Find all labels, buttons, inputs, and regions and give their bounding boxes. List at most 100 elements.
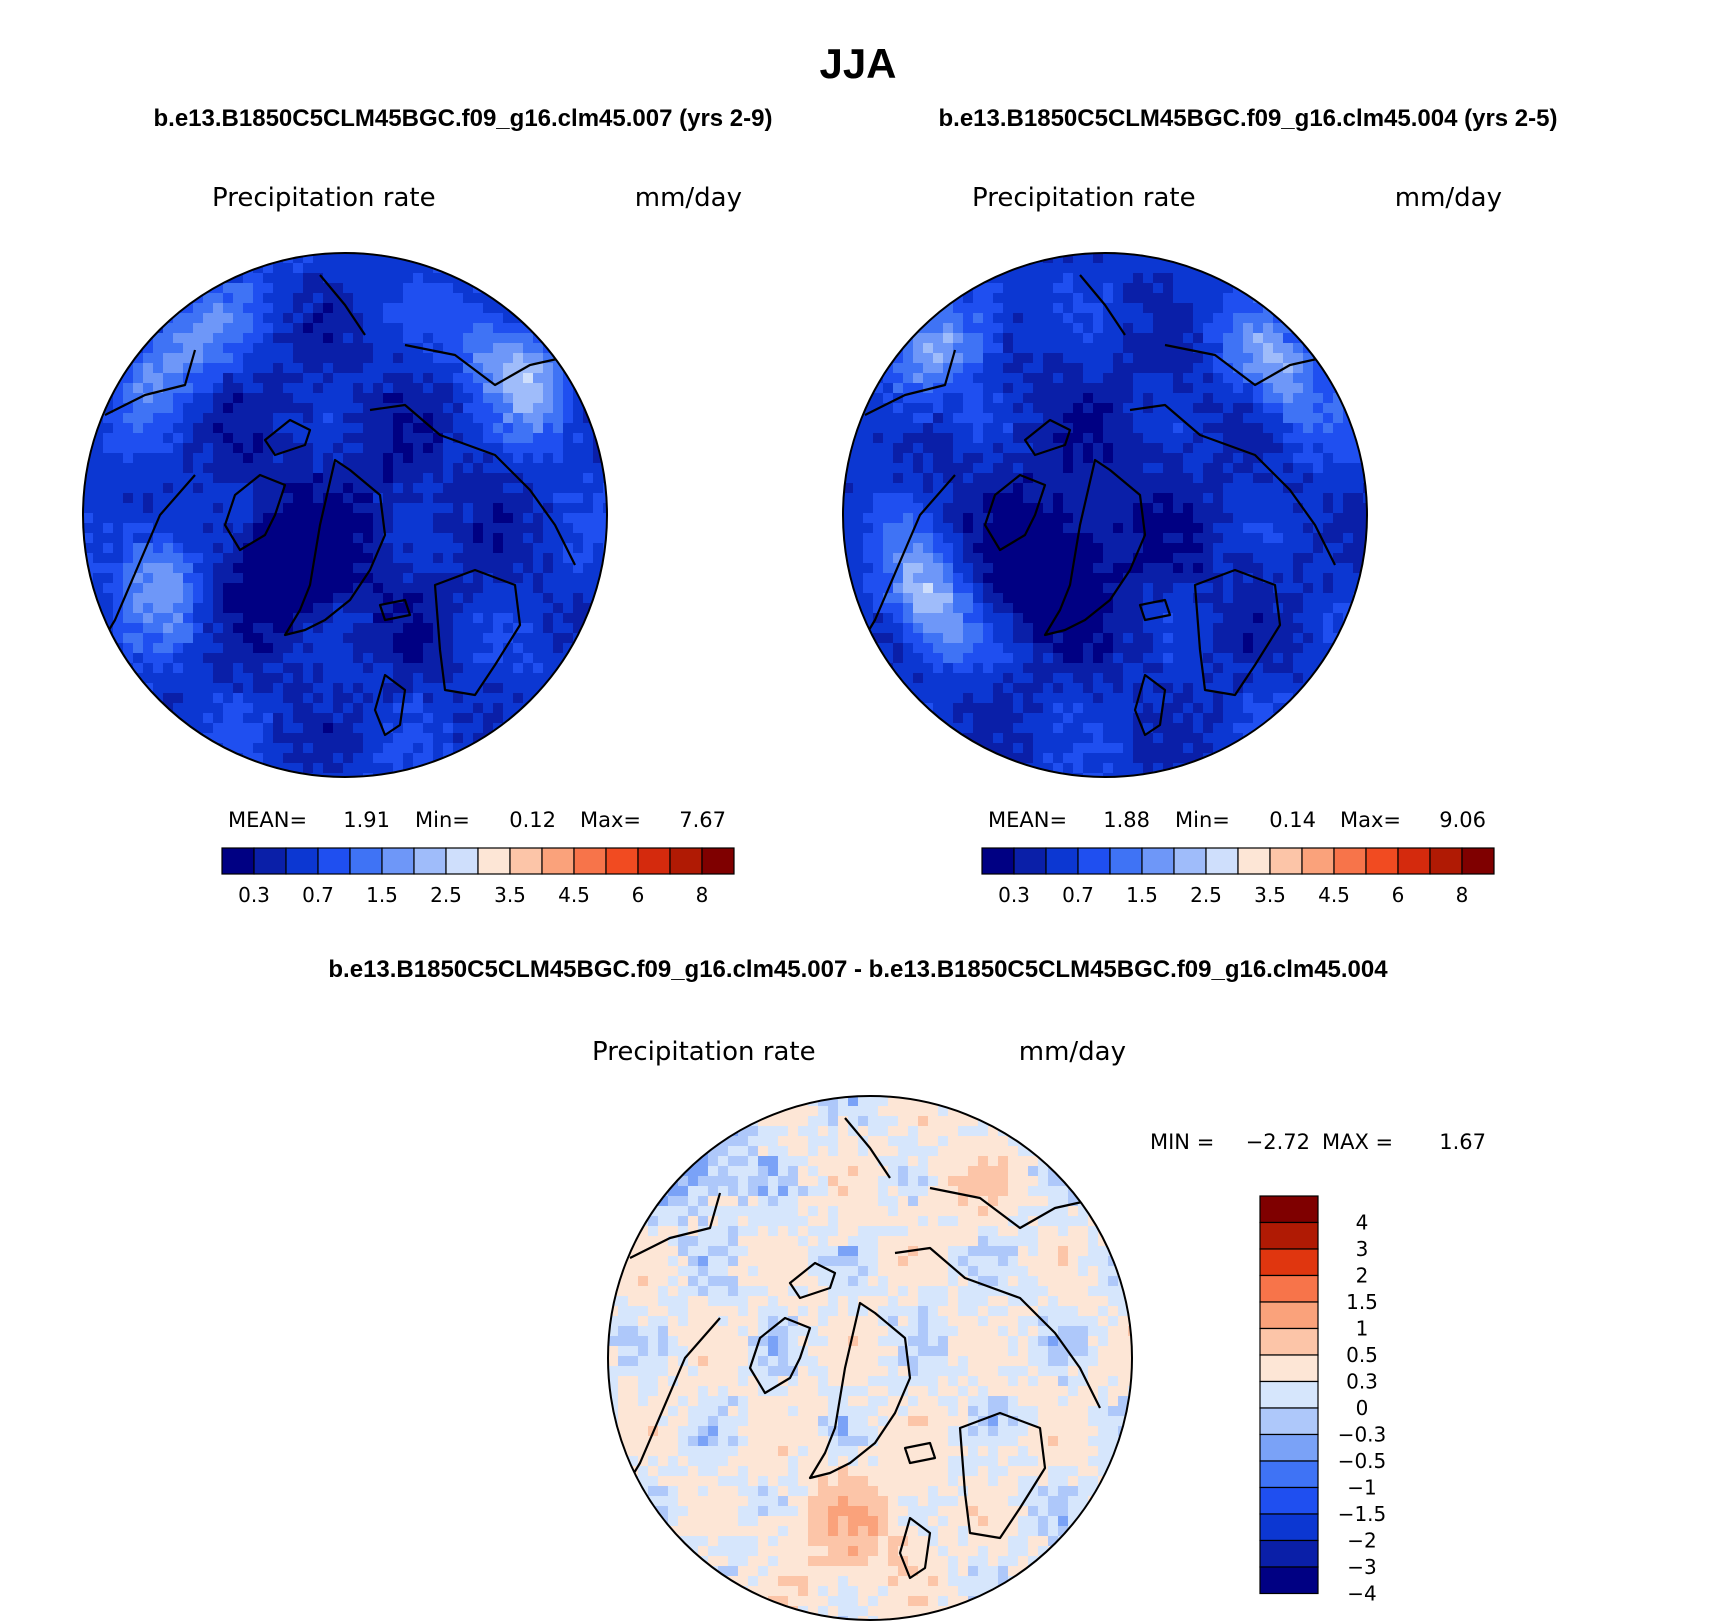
field-cell: [1053, 623, 1064, 634]
field-cell: [523, 373, 534, 384]
field-cell: [383, 473, 394, 484]
field-cell: [553, 423, 564, 434]
field-cell: [463, 483, 474, 494]
field-cell: [893, 463, 904, 474]
field-cell: [283, 493, 294, 504]
field-cell: [433, 683, 444, 694]
field-cell: [243, 703, 254, 714]
field-cell: [463, 323, 474, 334]
field-cell: [143, 643, 154, 654]
field-cell: [173, 433, 184, 444]
field-cell: [983, 493, 994, 504]
field-cell: [973, 363, 984, 374]
field-cell: [1038, 1146, 1049, 1157]
field-cell: [1203, 483, 1214, 494]
field-cell: [103, 573, 114, 584]
field-cell: [503, 363, 514, 374]
field-cell: [878, 1096, 889, 1107]
field-cell: [1093, 683, 1104, 694]
field-cell: [893, 333, 904, 344]
field-cell: [443, 713, 454, 724]
field-cell: [383, 703, 394, 714]
field-cell: [463, 553, 474, 564]
field-cell: [1143, 753, 1154, 764]
field-cell: [503, 413, 514, 424]
field-cell: [1303, 553, 1314, 564]
field-cell: [313, 403, 324, 414]
field-cell: [133, 633, 144, 644]
field-cell: [393, 413, 404, 424]
field-cell: [933, 513, 944, 524]
field-cell: [243, 643, 254, 654]
field-cell: [1133, 503, 1144, 514]
field-cell: [923, 633, 934, 644]
field-cell: [103, 513, 114, 524]
field-cell: [1343, 423, 1354, 434]
field-cell: [173, 653, 184, 664]
field-cell: [443, 383, 454, 394]
field-cell: [583, 623, 594, 634]
panel-1-colorbar-swatch: [637, 847, 671, 875]
field-cell: [243, 323, 254, 334]
field-cell: [523, 513, 534, 524]
panel-1-colorbar-swatch: [285, 847, 319, 875]
field-cell: [1113, 593, 1124, 604]
field-cell: [923, 343, 934, 354]
field-cell: [213, 613, 224, 624]
field-cell: [343, 473, 354, 484]
field-cell: [913, 583, 924, 594]
field-cell: [1093, 313, 1104, 324]
field-cell: [1153, 503, 1164, 514]
field-cell: [553, 463, 564, 474]
field-cell: [313, 393, 324, 404]
field-cell: [1233, 333, 1244, 344]
field-cell: [1073, 643, 1084, 654]
field-cell: [933, 413, 944, 424]
field-cell: [243, 583, 254, 594]
field-cell: [1293, 323, 1304, 334]
field-cell: [1103, 573, 1114, 584]
field-cell: [1273, 453, 1284, 464]
field-cell: [323, 263, 334, 274]
field-cell: [433, 413, 444, 424]
field-cell: [243, 503, 254, 514]
field-cell: [363, 453, 374, 464]
field-cell: [1003, 763, 1014, 774]
field-cell: [1003, 343, 1014, 354]
field-cell: [553, 383, 564, 394]
field-cell: [113, 613, 124, 624]
field-cell: [273, 773, 284, 777]
field-cell: [933, 613, 944, 624]
field-cell: [323, 423, 334, 434]
field-cell: [1003, 423, 1014, 434]
field-cell: [1043, 453, 1054, 464]
field-cell: [453, 553, 464, 564]
field-cell: [173, 493, 184, 504]
field-cell: [223, 473, 234, 484]
field-cell: [928, 1126, 939, 1137]
field-cell: [993, 553, 1004, 564]
field-cell: [1183, 483, 1194, 494]
field-cell: [953, 373, 964, 384]
field-cell: [983, 473, 994, 484]
field-cell: [1113, 463, 1124, 474]
field-cell: [243, 723, 254, 734]
field-cell: [413, 483, 424, 494]
field-cell: [293, 363, 304, 374]
panel-2-colorbar-tick-label: 3.5: [1254, 883, 1286, 907]
field-cell: [293, 703, 304, 714]
field-cell: [103, 453, 114, 464]
field-cell: [273, 363, 284, 374]
field-cell: [343, 733, 354, 744]
field-cell: [1013, 753, 1024, 764]
field-cell: [403, 753, 414, 764]
field-cell: [353, 403, 364, 414]
field-cell: [213, 403, 224, 414]
field-cell: [1283, 333, 1294, 344]
field-cell: [463, 283, 474, 294]
field-cell: [1163, 563, 1174, 574]
field-cell: [253, 343, 264, 354]
field-cell: [888, 1106, 899, 1117]
field-cell: [1233, 423, 1244, 434]
field-cell: [983, 533, 994, 544]
